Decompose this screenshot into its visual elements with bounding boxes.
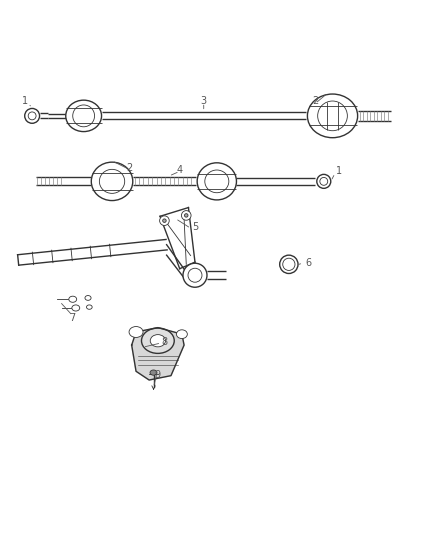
Ellipse shape [283, 258, 295, 270]
Ellipse shape [141, 328, 174, 353]
Ellipse shape [66, 100, 102, 132]
Ellipse shape [162, 219, 166, 222]
Ellipse shape [73, 105, 95, 127]
Text: 5: 5 [192, 222, 198, 232]
Ellipse shape [307, 94, 357, 138]
Ellipse shape [280, 255, 298, 273]
Ellipse shape [183, 263, 207, 287]
Ellipse shape [86, 305, 92, 309]
Ellipse shape [320, 177, 328, 185]
Ellipse shape [129, 327, 143, 337]
Ellipse shape [181, 211, 191, 220]
Text: 3: 3 [201, 95, 207, 106]
Ellipse shape [317, 174, 331, 188]
Ellipse shape [150, 335, 166, 347]
Text: 1: 1 [336, 166, 342, 176]
Ellipse shape [177, 330, 187, 338]
Ellipse shape [188, 268, 202, 282]
Text: 7: 7 [70, 313, 76, 323]
Text: 4: 4 [177, 165, 183, 175]
Ellipse shape [205, 170, 229, 193]
Ellipse shape [25, 108, 39, 123]
Ellipse shape [197, 163, 237, 200]
Ellipse shape [318, 101, 347, 131]
Ellipse shape [91, 162, 133, 200]
Ellipse shape [69, 296, 77, 302]
Ellipse shape [99, 169, 125, 193]
Text: 8: 8 [161, 337, 167, 346]
Text: 6: 6 [305, 258, 311, 268]
Ellipse shape [28, 112, 36, 120]
Text: 2: 2 [312, 96, 318, 107]
Text: 1: 1 [21, 96, 28, 107]
Text: 2: 2 [127, 163, 133, 173]
Polygon shape [132, 328, 184, 380]
Ellipse shape [85, 295, 91, 300]
Ellipse shape [150, 370, 157, 375]
Ellipse shape [72, 305, 80, 311]
Ellipse shape [184, 214, 188, 217]
Ellipse shape [159, 216, 169, 225]
Text: 9: 9 [155, 370, 161, 380]
